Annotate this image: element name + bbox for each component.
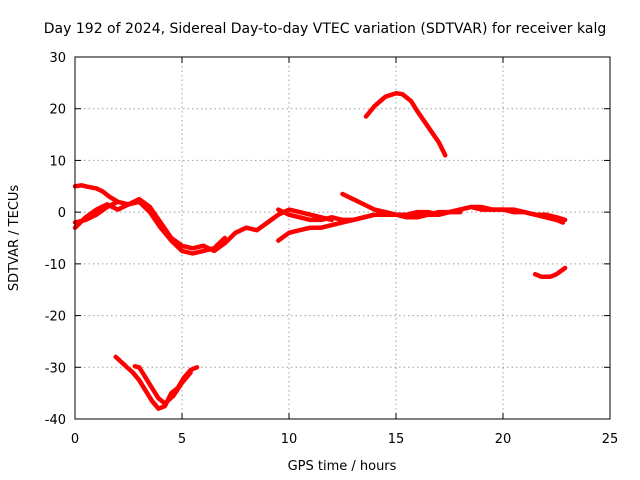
series-line-arc-7	[363, 90, 448, 158]
x-tick-label: 25	[602, 432, 619, 447]
y-tick-label: -10	[45, 258, 66, 273]
y-tick-label: 10	[49, 154, 66, 169]
ticks: 0 5 10 15 20 25 30 20 10 0 -10 -20 -30 -40	[45, 51, 619, 447]
x-tick-label: 20	[495, 432, 512, 447]
grid	[75, 57, 610, 419]
y-tick-label: -30	[45, 361, 66, 376]
series-line-arc-3	[72, 199, 228, 256]
series-line-arc-6	[340, 191, 568, 223]
x-tick-label: 5	[178, 432, 186, 447]
x-tick-label: 15	[388, 432, 405, 447]
chart-title: Day 192 of 2024, Sidereal Day-to-day VTE…	[44, 21, 606, 37]
y-tick-label: 0	[58, 206, 66, 221]
series-line-arc-2	[72, 196, 335, 254]
x-axis-label: GPS time / hours	[288, 459, 397, 474]
series-layer	[72, 90, 568, 411]
series-line-arc-10	[132, 364, 193, 406]
y-tick-label: 20	[49, 103, 66, 118]
y-tick-label: -20	[45, 310, 66, 325]
x-tick-label: 0	[71, 432, 79, 447]
y-tick-label: -40	[45, 413, 66, 428]
y-tick-label: 30	[49, 51, 66, 66]
series-line-arc-8	[532, 265, 568, 280]
x-tick-label: 10	[281, 432, 298, 447]
y-axis-label: SDTVAR / TECUs	[7, 185, 22, 292]
series-line-arc-1	[72, 183, 121, 205]
plot-frame	[74, 56, 611, 420]
